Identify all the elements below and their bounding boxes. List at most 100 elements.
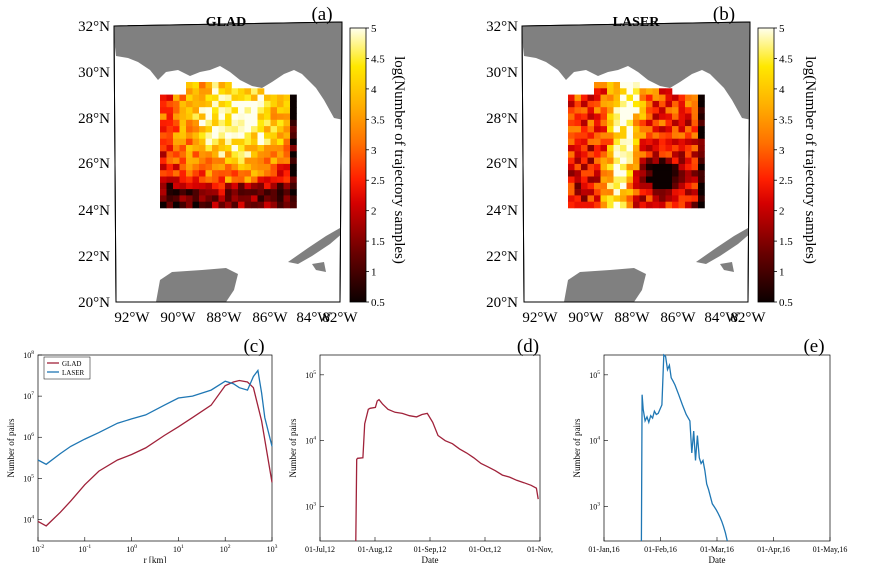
heatmap-cell — [179, 182, 187, 190]
heatmap-cell — [231, 119, 239, 127]
tick-label: 01-Jan,16 — [588, 545, 619, 554]
heatmap-cell — [179, 195, 187, 202]
heatmap-cell — [594, 201, 601, 209]
heatmap-cell — [264, 201, 271, 209]
colorbar-tick-label: 2.5 — [779, 175, 793, 187]
heatmap-cell — [199, 113, 206, 121]
heatmap-cell — [218, 100, 226, 108]
heatmap-cell — [607, 119, 614, 127]
heatmap-cell — [659, 176, 666, 184]
panel-label-c: (c) — [243, 336, 264, 357]
heatmap-cell — [251, 132, 258, 139]
heatmap-cell — [244, 151, 252, 158]
heatmap-cell — [218, 145, 226, 152]
heatmap-cell — [225, 151, 232, 158]
heatmap-cell — [691, 176, 699, 184]
heatmap-cell — [225, 132, 232, 139]
heatmap-cell — [672, 195, 679, 202]
heatmap-cell — [607, 113, 614, 121]
heatmap-cell — [179, 126, 187, 133]
heatmap-cell — [691, 107, 699, 114]
plot-area — [319, 354, 541, 542]
heatmap-cell — [659, 126, 666, 133]
heatmap-cell — [639, 107, 647, 114]
heatmap-cell — [652, 170, 660, 177]
heatmap-cell — [225, 138, 232, 146]
heatmap-cell — [160, 176, 167, 184]
heatmap-cell — [646, 132, 653, 139]
heatmap-cell — [173, 170, 180, 177]
heatmap-cell — [652, 176, 660, 184]
heatmap-cell — [225, 201, 232, 209]
heatmap-cell — [633, 182, 640, 190]
heatmap-cell — [166, 189, 174, 196]
heatmap-cell — [626, 82, 634, 89]
heatmap-cell — [600, 88, 608, 95]
heatmap-cell — [613, 138, 621, 146]
heatmap-cell — [652, 201, 660, 209]
heatmap-cell — [238, 126, 245, 133]
heatmap-cell — [568, 201, 575, 209]
tick-label: 01-May,16 — [813, 545, 848, 554]
heatmap-cell — [225, 195, 232, 202]
panel-label-b: (b) — [713, 4, 735, 25]
heatmap-cell — [179, 189, 187, 196]
heatmap-cell — [179, 170, 187, 177]
heatmap-cell — [212, 182, 219, 190]
heatmap-cell — [600, 113, 608, 121]
heatmap-cell — [594, 82, 601, 89]
heatmap-cell — [646, 176, 653, 184]
lat-tick-label: 32°N — [486, 19, 518, 35]
heatmap-cell — [665, 138, 673, 146]
heatmap-cell — [678, 195, 686, 202]
heatmap-cell — [587, 195, 595, 202]
heatmap-cell — [212, 195, 219, 202]
heatmap-cell — [257, 151, 265, 158]
heatmap-cell — [678, 163, 686, 171]
heatmap-cell — [218, 176, 226, 184]
heatmap-cell — [212, 82, 219, 89]
heatmap-cell — [290, 195, 297, 202]
heatmap-cell — [581, 182, 588, 190]
heatmap-cell — [574, 94, 582, 102]
lon-tick-labels: 92°W 90°W 88°W 86°W 84°W82°W — [114, 310, 358, 326]
heatmap-cell — [659, 107, 666, 114]
colorbar-tick-label: 0.5 — [371, 297, 385, 309]
heatmap-cell — [290, 157, 297, 165]
heatmap-cell — [678, 182, 686, 190]
lon-tick-label: 90°W — [160, 310, 196, 326]
heatmap-cell — [626, 163, 634, 171]
heatmap-cell — [600, 157, 608, 165]
heatmap-cell — [594, 126, 601, 133]
heatmap-cell — [574, 201, 582, 209]
heatmap-cell — [238, 176, 245, 184]
heatmap-cell — [238, 195, 245, 202]
heatmap-cell — [205, 88, 213, 95]
heatmap-cell — [646, 189, 653, 196]
heatmap-cell — [639, 201, 647, 209]
heatmap-cell — [225, 126, 232, 133]
tick-label: 100 — [126, 544, 137, 554]
tick-label: 102 — [220, 544, 231, 554]
heatmap-cell — [166, 195, 174, 202]
heatmap-cell — [238, 138, 245, 146]
heatmap-cell — [665, 100, 673, 108]
heatmap-cell — [698, 151, 705, 158]
heatmap-cell — [620, 163, 627, 171]
heatmap-cell — [166, 145, 174, 152]
heatmap-cell — [192, 157, 200, 165]
heatmap-cell — [270, 170, 278, 177]
heatmap-cell — [231, 126, 239, 133]
heatmap-cell — [264, 163, 271, 171]
heatmap-cell — [173, 107, 180, 114]
heatmap-cell — [574, 138, 582, 146]
y-axis-label: Number of pairs — [288, 418, 298, 477]
map-frame-stroke — [521, 21, 751, 303]
heatmap-cell — [251, 126, 258, 133]
heatmap-cell — [620, 94, 627, 102]
heatmap-cell — [581, 201, 588, 209]
lat-tick-label: 32°N — [78, 19, 110, 35]
heatmap-cell — [264, 182, 271, 190]
heatmap-cell — [626, 138, 634, 146]
heatmap-cell — [251, 157, 258, 165]
